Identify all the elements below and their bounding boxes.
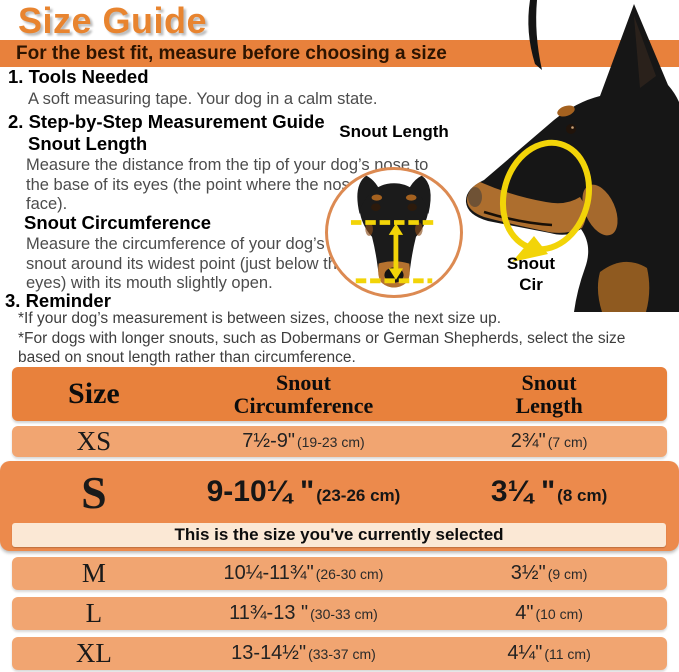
reminder-heading: 3. Reminder [5, 290, 111, 311]
page-title: Size Guide [18, 0, 208, 41]
snout-cir-label: Snout Cir [506, 254, 556, 294]
reminder-note-1: *If your dog’s measurement is between si… [18, 310, 502, 327]
reminder-note-2: *For dogs with longer snouts, such as Do… [18, 329, 626, 367]
snout-circumference-body: Measure the circumference of your dog’s … [26, 235, 347, 292]
col-snout-length: Snout Length [515, 369, 583, 418]
tools-needed-heading: 1. Tools Needed [8, 66, 149, 87]
selected-size-block: S 9-10¼ " (23-26 cm) 3¼ " (8 cm) This is t… [0, 461, 679, 551]
table-row-l: L 11¾-13 " (30-33 cm) 4" (10 cm) [12, 597, 667, 630]
size-table-header: Size Snout Circumference Snout Length [12, 367, 667, 421]
table-row-m: M 10¼-11¾" (26-30 cm) 3½" (9 cm) [12, 557, 667, 590]
banner-text: For the best fit, measure before choosin… [16, 42, 447, 64]
banner: For the best fit, measure before choosin… [0, 40, 679, 67]
snout-length-diagram-label: Snout Length [339, 122, 449, 141]
snout-length-diagram [325, 167, 463, 298]
reminder-notes: *If your dog’s measurement is between si… [18, 309, 634, 368]
col-snout-circumference: Snout Circumference [233, 369, 374, 418]
snout-length-body: Measure the distance from the tip of you… [26, 156, 436, 213]
table-row-xl: XL 13-14½" (33-37 cm) 4¼" (11 cm) [12, 637, 667, 670]
table-row-s-selected: S 9-10¼ " (23-26 cm) 3¼ " (8 cm) [81, 466, 608, 518]
dog-front-view-icon [350, 175, 438, 288]
steps-heading: 2. Step-by-Step Measurement Guide [8, 111, 325, 132]
table-row-xs: XS 7½-9" (19-23 cm) 2¾" (7 cm) [12, 426, 667, 457]
snout-circumference-heading: Snout Circumference [24, 212, 212, 233]
col-size: Size [68, 377, 120, 410]
selected-size-note: This is the size you've currently select… [12, 523, 666, 547]
snout-length-heading: Snout Length [28, 133, 148, 154]
dog-profile-photo [465, 0, 679, 312]
tools-needed-body: A soft measuring tape. Your dog in a cal… [28, 90, 378, 108]
